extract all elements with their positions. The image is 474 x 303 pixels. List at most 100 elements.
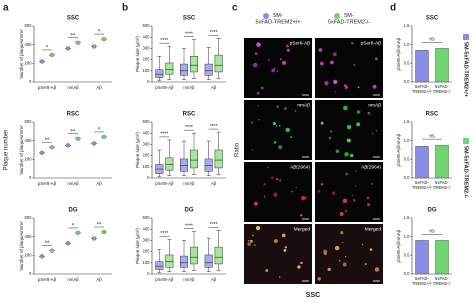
significance: **** [185, 223, 193, 229]
dot [65, 143, 71, 148]
x-tick-label: 5xFAD-TREM2+/+ [412, 276, 433, 286]
plaque-spot [338, 260, 341, 262]
plaque-spot [252, 234, 254, 237]
plaque-spot [375, 130, 378, 132]
plaque-spot [260, 86, 264, 90]
significance: * [98, 128, 101, 134]
box [204, 63, 213, 76]
plaque-spot [356, 110, 361, 114]
x-tick-label: pSer8-Aβ [38, 181, 57, 186]
image-header: 5M-5xFAD-TREM2-/- [328, 13, 370, 25]
image-tile [244, 38, 312, 98]
image-header: 5M-5xFAD-TREM2+/+ [256, 13, 301, 25]
y-axis-label: Plaque size (µm²) [135, 35, 140, 72]
y-tick-label: 500 [143, 23, 151, 28]
dot [39, 59, 45, 64]
legend-swatch [463, 34, 469, 40]
x-tick-label: nmAβ [183, 181, 195, 186]
plaque-spot [354, 185, 357, 187]
plaque-spot [265, 269, 269, 272]
y-tick-label: 300 [143, 238, 151, 243]
plaque-spot [285, 44, 289, 48]
x-tick-label: nmAβ [67, 181, 79, 186]
y-axis-label: Number of plaques/mm² [19, 221, 24, 271]
dot [75, 136, 81, 141]
y-tick-label: 0.5 [404, 156, 410, 161]
subplot-title: SSC [426, 16, 439, 22]
plaque-spot [333, 79, 338, 85]
plaque-spot [334, 91, 336, 93]
plaque-spot [284, 246, 287, 249]
dot [49, 145, 55, 150]
plaque-spot [300, 261, 303, 265]
plaque-spot [257, 105, 259, 107]
significance: * [72, 224, 75, 230]
x-tick-label: 5xFAD-TREM2+/+ [412, 84, 433, 94]
legend-swatch [463, 138, 469, 144]
y-tick-label: 200 [143, 249, 151, 254]
plaque-spot [344, 85, 349, 90]
plaque-spot [273, 192, 278, 197]
y-tick-label: 1.0 [404, 234, 410, 239]
y-tick-label: 0 [29, 271, 32, 276]
panel-label: a [3, 3, 9, 14]
image-label: Aβ(2964) [290, 164, 310, 170]
box [214, 54, 223, 73]
plaque-spot [247, 239, 250, 242]
plaque-spot [344, 152, 349, 157]
y-tick-label: 200 [25, 252, 33, 257]
y-tick-label: 1.5 [404, 215, 410, 220]
y-tick-label: 500 [143, 119, 151, 124]
plaque-spot [330, 60, 334, 65]
x-tick-label: pSer8-Aβ [38, 85, 57, 90]
legend-label: 5M-5xFAD-TREM2-/- [463, 146, 469, 198]
plaque-spot [349, 153, 354, 158]
plaque-spot [327, 267, 331, 272]
y-tick-label: 200 [143, 153, 151, 158]
x-tick-label: pSer8-Aβ [155, 277, 174, 282]
dot [75, 40, 81, 45]
bar [415, 50, 429, 83]
plaque-spot [273, 239, 278, 244]
y-tick-label: 0 [29, 79, 32, 84]
significance: **** [210, 222, 218, 228]
y-tick-label: 0 [147, 271, 150, 276]
significance: **** [160, 231, 168, 237]
plaque-spot [285, 127, 290, 133]
y-axis-label: Number of plaques/mm² [19, 125, 24, 175]
plaque-spot [344, 209, 348, 213]
bar [415, 146, 429, 179]
subplot-title: RSC [426, 112, 439, 118]
image-tile [315, 100, 383, 160]
plaque-spot [254, 201, 258, 206]
subplot-title: SSC [183, 16, 196, 22]
y-tick-label: 0.5 [404, 60, 410, 65]
plaque-spot [335, 149, 340, 153]
image-label: Aβ(2964) [361, 164, 381, 170]
dot [91, 44, 97, 49]
plaque-spot [331, 191, 336, 195]
x-tick-label: nmAβ [67, 85, 79, 90]
y-tick-label: 100 [143, 68, 151, 73]
plaque-spot [278, 179, 282, 182]
bar [415, 240, 429, 275]
legend-dot [263, 13, 269, 19]
y-axis-label: Plaque size (µm²) [135, 227, 140, 264]
y-tick-label: 200 [25, 60, 33, 65]
plaque-spot [252, 62, 258, 68]
legend-dot [334, 13, 340, 19]
image-caption: SSC [306, 292, 320, 299]
y-tick-label: 600 [25, 119, 33, 124]
dot [49, 52, 55, 58]
plaque-spot [297, 265, 301, 269]
plaque-spot [281, 233, 286, 238]
y-axis-label: pSer8-Aβ/nmAβ [396, 37, 401, 70]
plaque-spot [355, 170, 357, 172]
box [180, 158, 188, 172]
y-tick-label: 1.0 [404, 42, 410, 47]
plaque-spot [367, 112, 371, 115]
x-tick-label: nmAβ [183, 277, 195, 282]
plaque-spot [304, 196, 307, 199]
plaque-spot [317, 189, 321, 193]
